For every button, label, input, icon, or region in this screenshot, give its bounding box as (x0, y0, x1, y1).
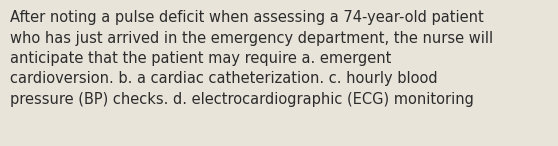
Text: After noting a pulse deficit when assessing a 74-year-old patient
who has just a: After noting a pulse deficit when assess… (10, 10, 493, 107)
